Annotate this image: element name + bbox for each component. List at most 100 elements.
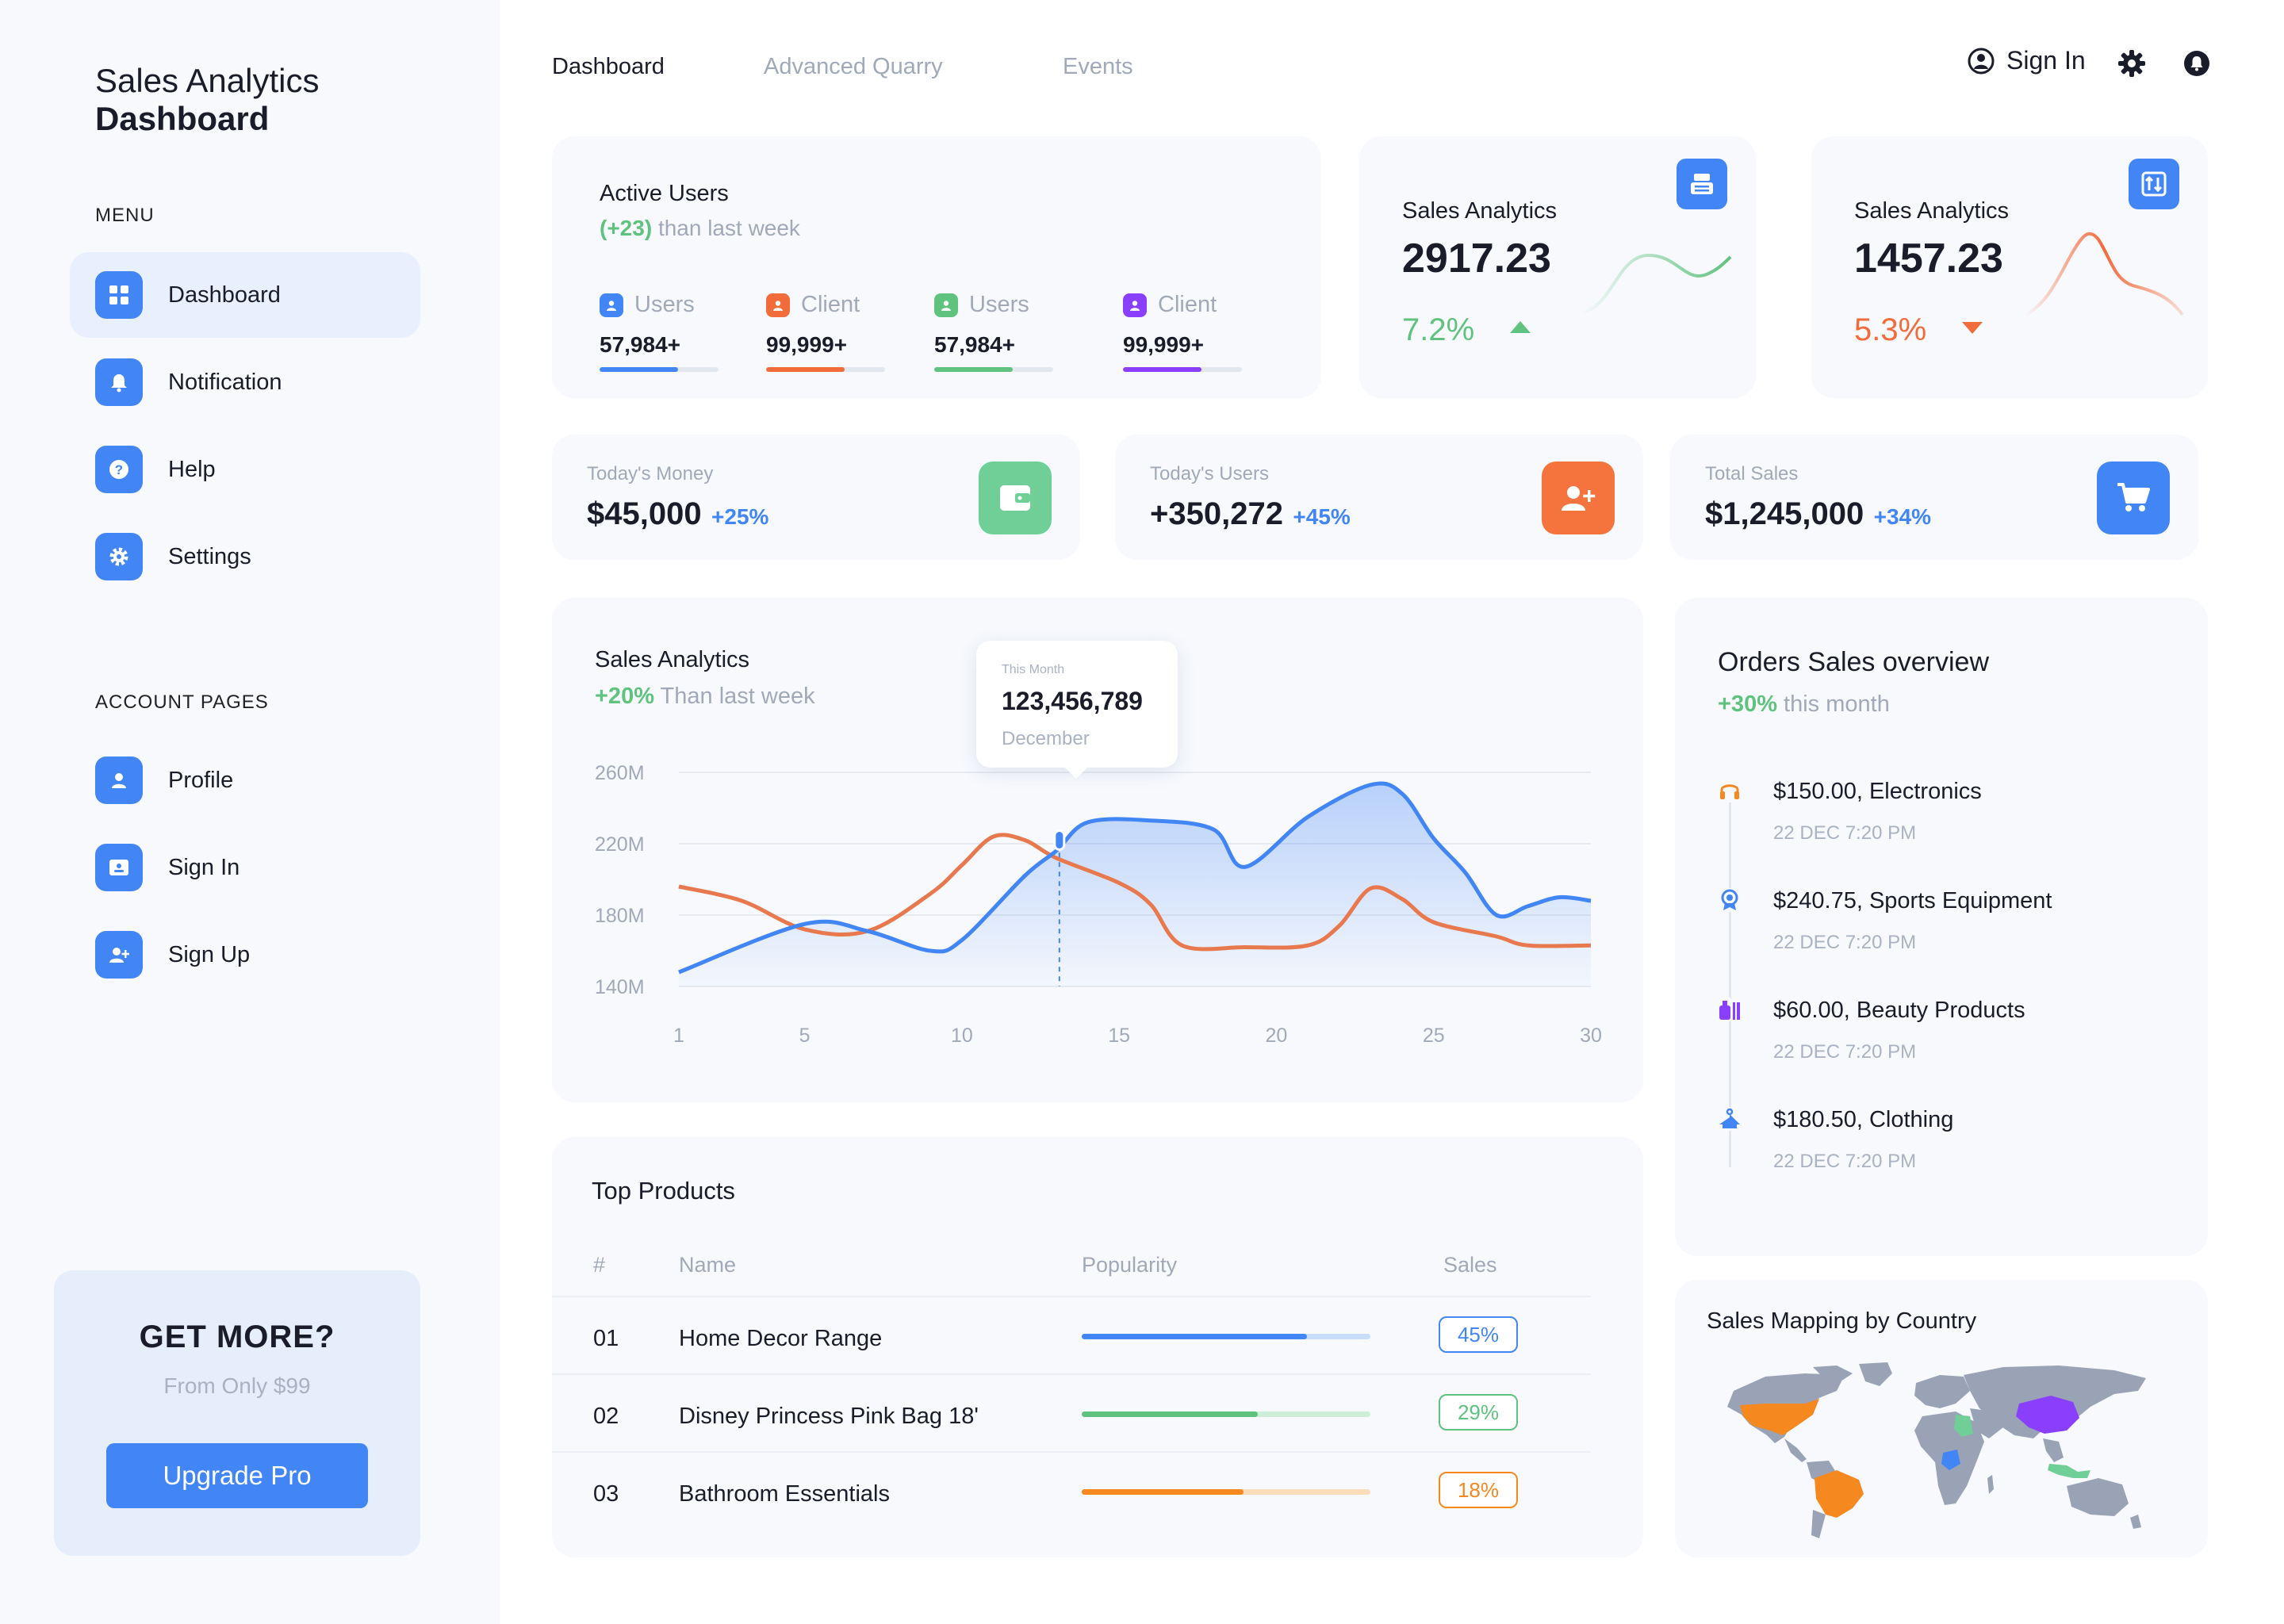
- bell-icon: [95, 358, 143, 406]
- sort-icon[interactable]: [2129, 159, 2179, 209]
- brand-title: Sales Analytics: [95, 62, 320, 99]
- sales-analytics-chart-card: Sales Analytics +20% Than last week 260M…: [552, 598, 1643, 1102]
- card-title: Sales Analytics: [1854, 198, 2010, 224]
- sidebar-item-notification[interactable]: Notification: [70, 339, 420, 425]
- register-icon[interactable]: [1677, 159, 1727, 209]
- chart-tooltip: This Month 123,456,789 December: [976, 641, 1178, 779]
- tab-events[interactable]: Events: [1063, 54, 1133, 79]
- brand-subtitle: Dashboard: [95, 100, 270, 137]
- order-date: 22 DEC 7:20 PM: [1773, 1151, 1917, 1172]
- order-title: $60.00, Beauty Products: [1773, 998, 2025, 1023]
- sales-analytics-mini-card-2: Sales Analytics 1457.23 5.3%: [1811, 136, 2208, 398]
- y-tick-label: 140M: [595, 976, 645, 998]
- order-item[interactable]: $60.00, Beauty Products 22 DEC 7:20 PM: [1773, 998, 2025, 1063]
- promo-title: GET MORE?: [139, 1320, 335, 1354]
- metric-label: Users: [969, 292, 1029, 317]
- upgrade-pro-button[interactable]: Upgrade Pro: [106, 1443, 368, 1508]
- product-name: Bathroom Essentials: [679, 1481, 890, 1507]
- id-card-icon: [95, 844, 143, 891]
- metric-value: 57,984+: [600, 332, 680, 357]
- blue-series-line: [678, 781, 1592, 975]
- card-title: Active Users: [600, 181, 729, 206]
- stat-label: Today's Users: [1150, 463, 1269, 485]
- product-name: Home Decor Range: [679, 1326, 883, 1351]
- sign-in-link[interactable]: Sign In: [1967, 46, 2086, 75]
- world-map: [1727, 1362, 2146, 1538]
- table-row[interactable]: 03 Bathroom Essentials 18%: [552, 1451, 1591, 1529]
- card-subtitle: (+23) than last week: [600, 216, 800, 241]
- tooltip-label: December: [1002, 728, 1090, 749]
- orders-subtitle: +30% this month: [1718, 691, 1890, 718]
- user-plus-icon: [95, 931, 143, 979]
- stat-value: $1,245,000: [1705, 496, 1864, 531]
- cart-icon: [2097, 462, 2170, 534]
- user-plus-icon: [1542, 462, 1615, 534]
- tooltip-caption: This Month: [1002, 663, 1065, 676]
- sidebar-item-signup[interactable]: Sign Up: [70, 912, 420, 998]
- popularity-fill: [1082, 1334, 1307, 1339]
- table-row[interactable]: 02 Disney Princess Pink Bag 18' 29%: [552, 1373, 1591, 1451]
- stat-card-todays-money: Today's Money $45,000 +25%: [552, 435, 1080, 560]
- metric-progress: [1123, 367, 1242, 372]
- sparkline-down: [2025, 232, 2184, 316]
- sidebar-item-label: Sign Up: [168, 941, 251, 967]
- delta-text: Than last week: [660, 684, 815, 709]
- help-icon: ?: [95, 446, 143, 493]
- x-tick-label: 1: [673, 1025, 684, 1047]
- client-badge-icon: [1123, 293, 1147, 317]
- sidebar-item-profile[interactable]: Profile: [70, 737, 420, 823]
- sidebar-item-settings[interactable]: Settings: [70, 514, 420, 599]
- popularity-fill: [1082, 1411, 1259, 1417]
- promo-subtitle: From Only $99: [163, 1373, 311, 1398]
- metric-progress-fill: [766, 367, 845, 372]
- sidebar-item-signin[interactable]: Sign In: [70, 825, 420, 910]
- tab-advanced-quarry[interactable]: Advanced Quarry: [764, 54, 943, 79]
- sidebar-item-help[interactable]: ? Help: [70, 427, 420, 512]
- sales-badge: 45%: [1439, 1316, 1518, 1353]
- x-tick-label: 25: [1423, 1025, 1445, 1047]
- table-title: Top Products: [592, 1177, 735, 1205]
- order-item[interactable]: $150.00, Electronics 22 DEC 7:20 PM: [1773, 779, 1982, 845]
- stat-value: $45,000: [587, 496, 702, 531]
- card-value: 1457.23: [1854, 236, 2003, 282]
- stat-value-row: $45,000 +25%: [587, 496, 768, 532]
- change-percent: 7.2%: [1402, 312, 1475, 347]
- medal-icon: [1718, 888, 1742, 912]
- order-date: 22 DEC 7:20 PM: [1773, 932, 1917, 953]
- card-value: 2917.23: [1402, 236, 1551, 282]
- order-title: $150.00, Electronics: [1773, 779, 1982, 804]
- map-title: Sales Mapping by Country: [1707, 1308, 1977, 1334]
- highlight-marker: [1053, 829, 1066, 851]
- x-tick-label: 15: [1108, 1025, 1130, 1047]
- x-tick-label: 5: [799, 1025, 811, 1047]
- product-name: Disney Princess Pink Bag 18': [679, 1404, 979, 1429]
- metric-value: 57,984+: [934, 332, 1015, 357]
- order-item[interactable]: $240.75, Sports Equipment 22 DEC 7:20 PM: [1773, 888, 2052, 954]
- table-row[interactable]: 01 Home Decor Range 45%: [552, 1296, 1591, 1373]
- hanger-icon: [1718, 1107, 1742, 1131]
- chart-title: Sales Analytics: [595, 647, 750, 672]
- col-header-popularity: Popularity: [1082, 1253, 1178, 1277]
- settings-gear-icon[interactable]: [2117, 49, 2146, 82]
- delta-text: this month: [1784, 691, 1890, 717]
- headphones-icon: [1718, 779, 1742, 802]
- notification-bell-icon[interactable]: [2182, 49, 2211, 82]
- order-item[interactable]: $180.50, Clothing 22 DEC 7:20 PM: [1773, 1107, 1953, 1173]
- stat-value-row: +350,272 +45%: [1150, 496, 1351, 532]
- metric-progress: [934, 367, 1053, 372]
- sidebar-item-dashboard[interactable]: Dashboard: [70, 252, 420, 338]
- sidebar-item-label: Profile: [168, 767, 234, 793]
- popularity-fill: [1082, 1489, 1244, 1495]
- client-badge-icon: [766, 293, 790, 317]
- stat-change: +25%: [711, 504, 769, 529]
- stat-change: +34%: [1873, 504, 1932, 529]
- trend-down-icon: [1962, 322, 1983, 334]
- grid-icon: [95, 271, 143, 319]
- sales-badge: 29%: [1439, 1394, 1518, 1431]
- card-title: Sales Analytics: [1402, 198, 1558, 224]
- sign-in-label: Sign In: [2006, 46, 2086, 75]
- sparkline-up: [1581, 253, 1732, 314]
- tab-dashboard[interactable]: Dashboard: [552, 54, 665, 79]
- delta-value: (+23): [600, 216, 653, 240]
- stat-card-todays-users: Today's Users +350,272 +45%: [1115, 435, 1643, 560]
